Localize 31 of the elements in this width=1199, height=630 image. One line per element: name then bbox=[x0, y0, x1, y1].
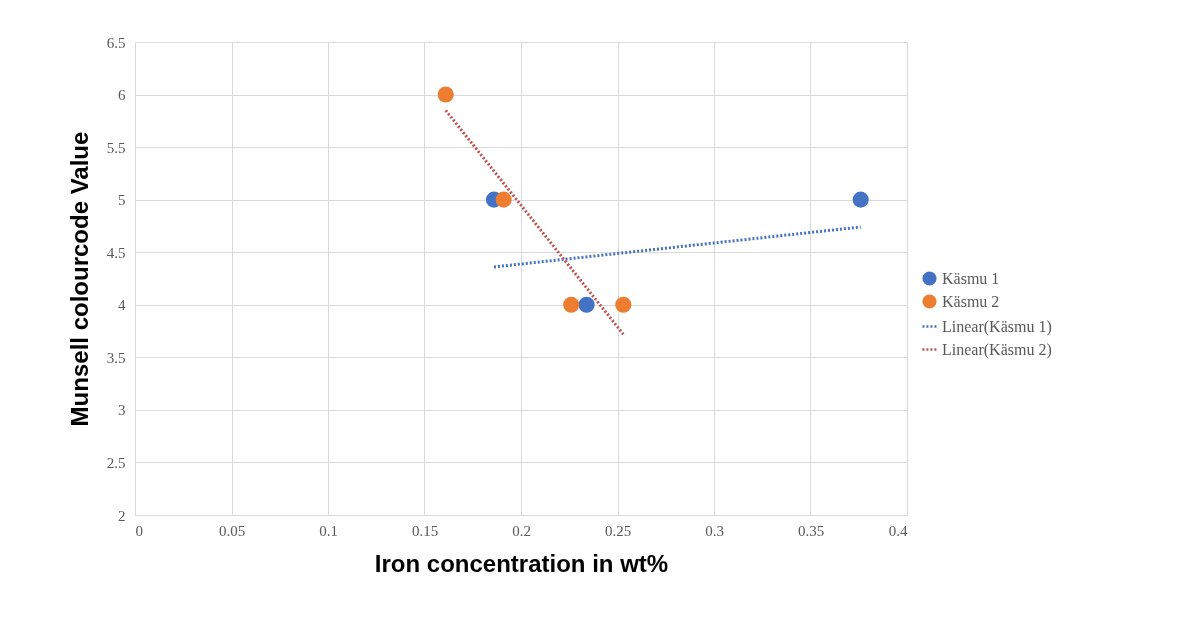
point bbox=[495, 191, 512, 208]
x-tick-label: 0.4 bbox=[888, 522, 908, 539]
y-tick-label: 4 bbox=[118, 297, 126, 314]
x-tick-label: 0 bbox=[135, 522, 143, 539]
y-tick-label: 3 bbox=[118, 402, 126, 419]
x-axis-title: Iron concentration in wt% bbox=[374, 549, 669, 577]
y-tick-label: 4.5 bbox=[106, 244, 126, 261]
y-tick-label: 2 bbox=[118, 507, 126, 524]
y-tick-label: 5.5 bbox=[106, 139, 126, 156]
x-tick-label: 0.2 bbox=[512, 522, 531, 539]
legend-label: Linear(Käsmu 2) bbox=[942, 340, 1052, 359]
x-tick-label: 0.1 bbox=[319, 522, 338, 539]
point bbox=[578, 296, 595, 313]
y-tick-label: 5 bbox=[118, 192, 126, 209]
legend-label: Linear(Käsmu 1) bbox=[942, 317, 1052, 336]
y-axis-title: Munsell colourcode Value bbox=[65, 131, 93, 427]
point bbox=[437, 86, 454, 103]
y-tick-label: 2.5 bbox=[106, 454, 126, 471]
legend-label: Käsmu 1 bbox=[942, 269, 1000, 287]
y-tick-label: 3.5 bbox=[106, 349, 126, 366]
x-tick-label: 0.3 bbox=[705, 522, 724, 539]
point bbox=[852, 191, 869, 208]
point bbox=[615, 296, 632, 313]
legend-label: Käsmu 2 bbox=[942, 292, 1000, 310]
x-tick-label: 0.35 bbox=[797, 522, 825, 539]
x-tick-label: 0.05 bbox=[218, 522, 246, 539]
y-tick-label: 6.5 bbox=[106, 34, 126, 51]
x-tick-label: 0.25 bbox=[604, 522, 632, 539]
x-tick-label: 0.15 bbox=[411, 522, 439, 539]
point bbox=[563, 296, 580, 313]
y-tick-label: 6 bbox=[118, 87, 126, 104]
